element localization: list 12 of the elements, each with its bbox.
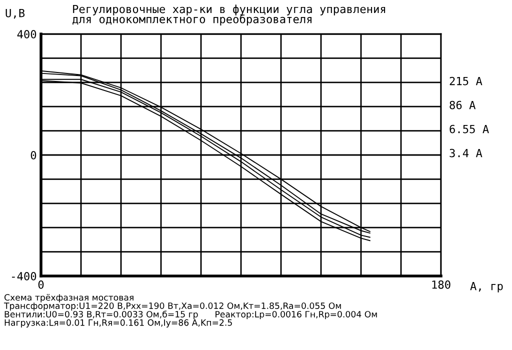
- chart-title: Регулировочные хар-ки в функции угла управления для однокомплектного преобразователя: [72, 4, 386, 26]
- x-axis-title: A, гр: [470, 282, 503, 292]
- y-tick-label: 0: [30, 151, 36, 160]
- x-tick-label: 180: [432, 280, 450, 289]
- text: 215 A: [450, 76, 482, 86]
- text: Схема трёхфазная мостовая Трансформатор:U1=220 B,Pxx=190 Bт,Xa=0.012 Ом,Kт=1.85,Ra=0.055 Ом Вентили:U0=0.93 B,Rт=0.0033 Ом,б=15 гр Реактор:Lp=0.0016 Гн,Rp=0.004 Ом Нагрузка:Lя=0.01 Гн,Rя=0.161 Ом,Iy=86 A,Kп=2.5: [4, 294, 377, 328]
- y-tick-label: 400: [17, 30, 36, 38]
- text: 86 A: [450, 100, 476, 110]
- y-axis-title: U,B: [6, 8, 25, 19]
- text: 6.55 A: [450, 124, 489, 134]
- text: 3.4 A: [450, 148, 482, 158]
- y-tick-label: -400: [12, 272, 36, 280]
